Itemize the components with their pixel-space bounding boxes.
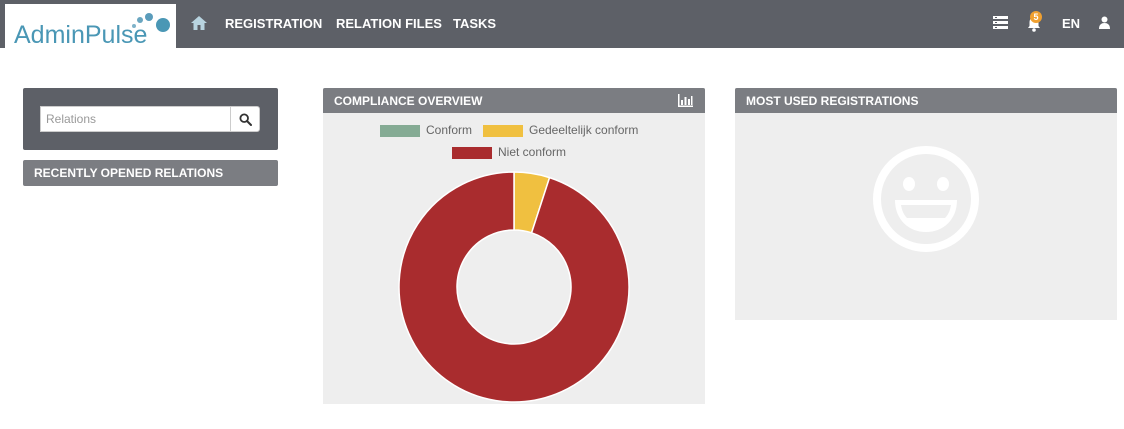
legend-swatch-gedeeltelijk[interactable] — [483, 125, 523, 137]
smiley-icon — [873, 146, 979, 252]
recent-title: RECENTLY OPENED RELATIONS — [34, 166, 224, 180]
logo-text: AdminPulse — [14, 21, 148, 49]
user-icon[interactable] — [1099, 16, 1110, 29]
relations-search-input[interactable] — [40, 106, 230, 132]
donut-slice-niet-conform[interactable] — [398, 171, 630, 403]
compliance-donut-chart — [398, 171, 630, 403]
search-button[interactable] — [230, 106, 260, 132]
bar-chart-icon[interactable] — [678, 94, 693, 107]
most-used-title: MOST USED REGISTRATIONS — [746, 94, 919, 108]
legend-label-conform[interactable]: Conform — [426, 123, 473, 137]
nav-tasks[interactable]: TASKS — [453, 16, 497, 31]
logo[interactable]: AdminPulse — [5, 4, 176, 49]
logo-dots-icon — [132, 13, 170, 32]
legend-label-gedeeltelijk[interactable]: Gedeeltelijk conform — [529, 123, 639, 137]
list-icon[interactable] — [993, 16, 1008, 29]
home-icon[interactable] — [190, 14, 208, 32]
nav-relation-files[interactable]: RELATION FILES — [336, 16, 442, 31]
nav-registration[interactable]: REGISTRATION — [225, 16, 323, 31]
compliance-title: COMPLIANCE OVERVIEW — [334, 94, 483, 108]
notification-badge: 5 — [1030, 11, 1042, 23]
recently-opened-relations-header: RECENTLY OPENED RELATIONS — [23, 160, 278, 186]
top-navigation-bar: AdminPulse REGISTRATION RELATION FILES T… — [0, 0, 1124, 49]
legend-swatch-conform[interactable] — [380, 125, 420, 137]
language-selector[interactable]: EN — [1062, 16, 1081, 31]
legend-label-niet-conform[interactable]: Niet conform — [498, 145, 567, 159]
legend-swatch-niet-conform[interactable] — [452, 147, 492, 159]
most-used-registrations-panel: MOST USED REGISTRATIONS — [735, 88, 1117, 320]
most-used-header: MOST USED REGISTRATIONS — [735, 88, 1117, 113]
compliance-header: COMPLIANCE OVERVIEW — [323, 88, 705, 113]
search-icon — [239, 113, 252, 126]
compliance-overview-panel: COMPLIANCE OVERVIEW Conform Gedeeltelijk… — [323, 88, 705, 404]
relations-search-panel — [23, 88, 278, 150]
